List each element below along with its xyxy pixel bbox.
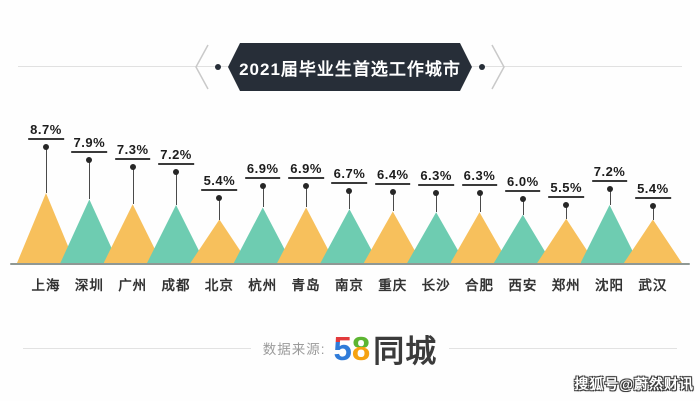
value-label-深圳: 7.9% <box>71 135 108 154</box>
value-label-北京: 5.4% <box>201 173 238 191</box>
city-label-西安: 西安 <box>508 278 538 293</box>
leader-line <box>436 193 438 213</box>
city-label-成都: 成都 <box>161 278 191 293</box>
leader-line <box>566 204 568 219</box>
ribbon-body <box>228 43 472 91</box>
city-label-南京: 南京 <box>334 278 364 293</box>
city-label-沈阳: 沈阳 <box>595 278 625 293</box>
city-label-青岛: 青岛 <box>291 278 321 293</box>
point-dot <box>43 143 49 150</box>
city-label-郑州: 郑州 <box>551 278 581 293</box>
point-dot <box>86 157 93 164</box>
value-label-沈阳: 7.2% <box>591 164 628 183</box>
point-dot <box>649 202 656 209</box>
leader-line <box>652 205 654 220</box>
leader-line <box>46 146 47 193</box>
point-dot <box>519 195 526 202</box>
footer-divider-left <box>22 347 251 349</box>
ribbon-banner-shape <box>195 43 505 91</box>
point-dot <box>259 183 266 190</box>
city-label-深圳: 深圳 <box>74 278 104 293</box>
ribbon-left-tail-icon <box>195 44 209 90</box>
point-dot <box>563 201 570 208</box>
city-label-重庆: 重庆 <box>378 278 408 293</box>
footer-divider-right <box>449 347 678 349</box>
leader-line <box>349 191 351 210</box>
leader-line <box>609 189 611 206</box>
leader-line <box>306 186 308 208</box>
leader-line <box>522 198 524 215</box>
data-source-label: 数据来源: <box>262 342 326 357</box>
value-label-上海: 8.7% <box>28 122 64 140</box>
point-dot <box>433 190 440 197</box>
preferred-cities-chart: 8.7% 上海 7.9% 深圳 7.3% 广州 7.2% 成都 5.4% 北京 6.9% 杭州 6.9%… <box>10 122 690 293</box>
leader-line <box>132 167 134 205</box>
ribbon-right-dot-icon <box>479 64 485 70</box>
point-dot <box>129 164 136 171</box>
value-label-西安: 6.0% <box>505 174 541 192</box>
triangle-bar-武汉 <box>623 219 682 263</box>
point-dot <box>606 186 613 193</box>
point-dot <box>476 190 483 197</box>
city-label-上海: 上海 <box>31 278 61 293</box>
leader-line <box>89 160 91 200</box>
leader-line <box>219 197 221 220</box>
data-source-footer: 数据来源: 58 同城 <box>0 322 700 374</box>
value-label-郑州: 5.5% <box>548 180 585 198</box>
value-label-合肥: 6.3% <box>461 168 498 187</box>
value-label-武汉: 5.4% <box>635 181 671 199</box>
city-label-合肥: 合肥 <box>465 278 494 293</box>
value-label-杭州: 6.9% <box>244 161 281 180</box>
city-label-广州: 广州 <box>118 278 148 293</box>
leader-line <box>262 186 264 208</box>
leader-line <box>479 193 481 213</box>
title-ribbon: 2021届毕业生首选工作城市 <box>190 41 510 93</box>
page-title: 2021届毕业生首选工作城市 <box>239 59 461 79</box>
ribbon-right-tail-icon <box>491 44 505 90</box>
city-label-长沙: 长沙 <box>421 278 451 293</box>
point-dot <box>216 194 223 201</box>
leader-line <box>176 172 178 206</box>
point-dot <box>303 183 310 190</box>
axis-baseline <box>10 263 690 265</box>
value-label-成都: 7.2% <box>158 147 194 166</box>
value-label-长沙: 6.3% <box>418 168 454 187</box>
ribbon-left-dot-icon <box>215 64 221 70</box>
point-dot <box>346 188 353 195</box>
logo-digit-5: 5 <box>333 329 352 367</box>
58-logo-text: 同城 <box>373 333 438 369</box>
sohu-watermark: 搜狐号@蔚然财讯 <box>574 376 694 392</box>
logo-digit-8: 8 <box>351 329 371 367</box>
value-label-广州: 7.3% <box>114 142 151 161</box>
city-label-北京: 北京 <box>204 278 234 293</box>
leader-line <box>392 192 394 212</box>
58-logo: 58 <box>334 332 371 365</box>
value-label-重庆: 6.4% <box>374 167 411 186</box>
point-dot <box>173 169 180 176</box>
point-dot <box>389 189 396 196</box>
city-label-武汉: 武汉 <box>638 278 668 293</box>
city-label-杭州: 杭州 <box>248 278 278 293</box>
value-label-南京: 6.7% <box>331 166 368 185</box>
value-label-青岛: 6.9% <box>288 161 324 180</box>
